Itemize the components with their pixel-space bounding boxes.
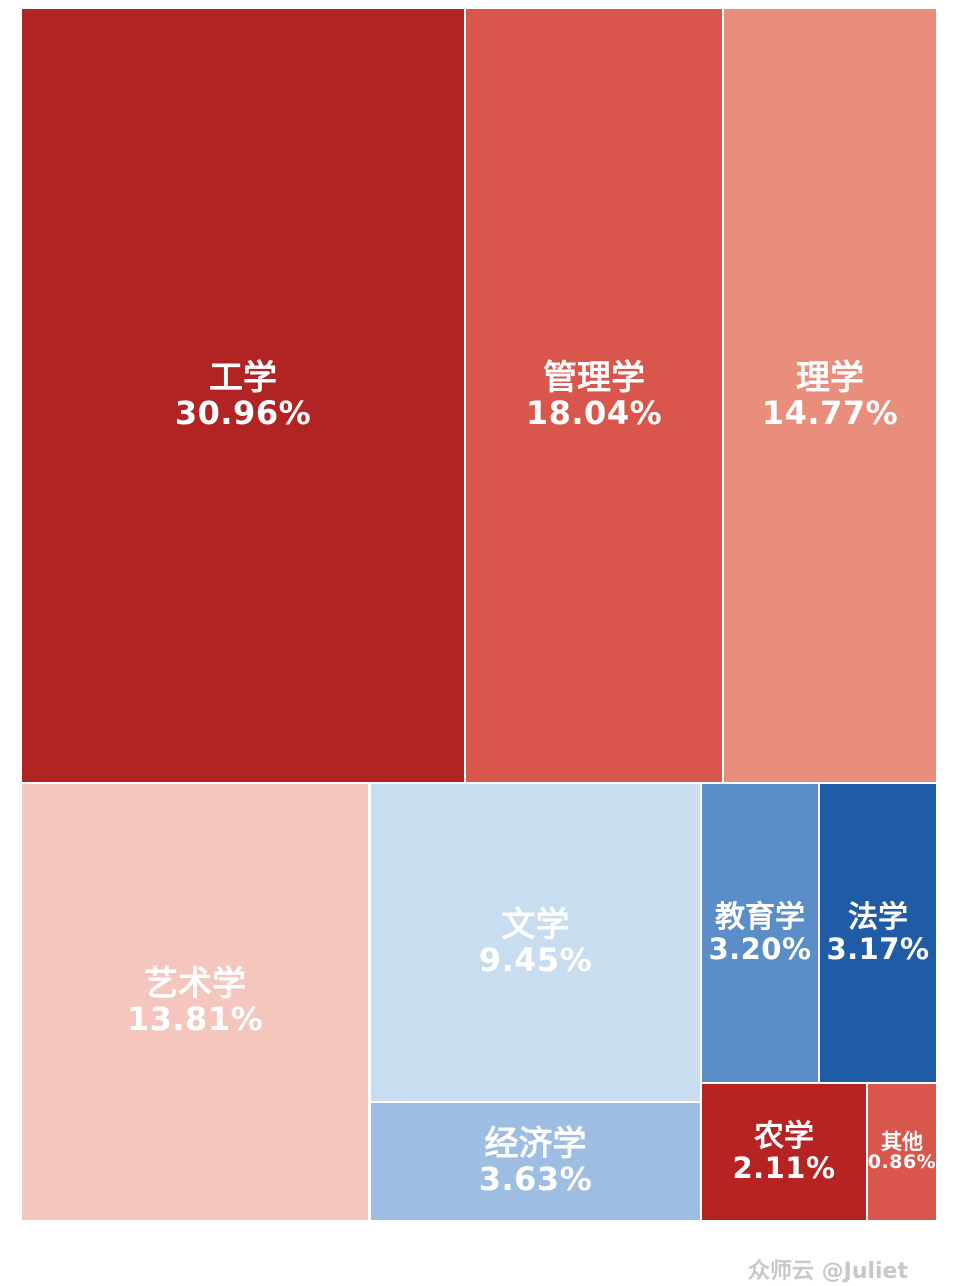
tile-value: 14.77%	[761, 393, 899, 432]
tile-label: 文学	[501, 904, 570, 945]
tile-label: 艺术学	[144, 964, 246, 1005]
tile-label: 经济学	[484, 1123, 587, 1164]
tile-label: 管理学	[543, 357, 645, 398]
tile-agriculture: 农学 2.11%	[702, 1084, 866, 1220]
tile-arts: 艺术学 13.81%	[22, 784, 368, 1220]
tile-value: 3.20%	[708, 931, 812, 966]
tile-literature: 文学 9.45%	[371, 784, 700, 1101]
tile-value: 2.11%	[732, 1150, 836, 1185]
tile-value: 9.45%	[478, 940, 593, 979]
watermark: 众师云 @Juliet	[747, 1259, 908, 1284]
tile-label: 理学	[796, 357, 864, 398]
tile-other: 其他 0.86%	[868, 1084, 936, 1220]
tile-education: 教育学 3.20%	[702, 784, 818, 1082]
tile-label: 农学	[754, 1119, 814, 1155]
tile-law: 法学 3.17%	[820, 784, 936, 1082]
tile-label: 教育学	[715, 900, 805, 936]
tile-value: 3.17%	[826, 931, 930, 966]
tile-label: 其他	[881, 1130, 923, 1154]
tile-value: 3.63%	[478, 1159, 593, 1198]
tile-engineering: 工学 30.96%	[22, 9, 464, 782]
tile-value: 0.86%	[867, 1151, 937, 1174]
tile-science: 理学 14.77%	[724, 9, 936, 782]
tile-management: 管理学 18.04%	[466, 9, 722, 782]
tile-value: 30.96%	[174, 393, 312, 432]
tile-value: 18.04%	[525, 393, 663, 432]
tile-label: 法学	[848, 900, 908, 936]
tile-economics: 经济学 3.63%	[371, 1103, 700, 1220]
tile-value: 13.81%	[126, 1000, 264, 1039]
tile-label: 工学	[209, 357, 277, 398]
